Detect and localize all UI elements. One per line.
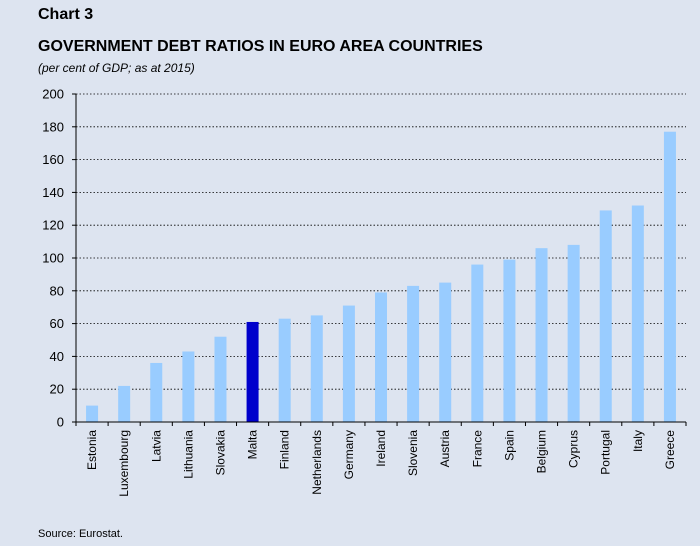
category-label: Netherlands	[310, 430, 324, 495]
y-tick-label: 0	[57, 415, 64, 430]
bar-finland	[278, 318, 291, 422]
category-label: Portugal	[599, 430, 613, 475]
chart-subtitle: (per cent of GDP; as at 2015)	[38, 61, 195, 75]
y-tick-label: 160	[42, 152, 64, 167]
y-tick-label: 60	[50, 316, 64, 331]
y-tick-label: 80	[50, 283, 64, 298]
category-label: Lithuania	[181, 430, 195, 479]
category-label: Slovakia	[213, 430, 227, 476]
bar-ireland	[375, 292, 387, 422]
bar-germany	[342, 305, 355, 422]
category-label: Estonia	[85, 430, 99, 470]
source-note: Source: Eurostat.	[38, 528, 123, 540]
category-label: Luxembourg	[117, 430, 131, 497]
bar-belgium	[535, 248, 548, 422]
chart-number: Chart 3	[38, 6, 94, 23]
y-tick-labels: 0 20 40 60 80 100 120 140 160 180 200	[42, 87, 64, 430]
category-label: Belgium	[535, 430, 549, 473]
axes	[72, 93, 687, 426]
category-label: Ireland	[374, 430, 388, 467]
y-tick-label: 200	[42, 87, 64, 102]
category-label: Slovenia	[406, 430, 420, 476]
bar-slovenia	[407, 285, 420, 422]
bar-malta	[246, 321, 259, 422]
category-label: Latvia	[149, 430, 163, 462]
category-label: France	[470, 430, 484, 468]
category-label: Italy	[631, 430, 645, 452]
bar-greece	[663, 131, 676, 422]
bar-portugal	[599, 210, 612, 422]
y-tick-label: 20	[50, 382, 64, 397]
bar-lithuania	[182, 351, 195, 422]
bar-cyprus	[567, 244, 580, 422]
category-label: Cyprus	[567, 430, 581, 468]
bar-estonia	[86, 405, 99, 422]
category-labels: Estonia Luxembourg Latvia Lithuania Slovakia…	[85, 430, 677, 497]
bar-luxembourg	[118, 385, 131, 422]
category-label: Malta	[246, 430, 260, 460]
bar-spain	[503, 259, 516, 422]
category-label: Austria	[438, 430, 452, 468]
y-tick-label: 40	[50, 349, 64, 364]
bar-austria	[439, 282, 452, 422]
bar-latvia	[150, 362, 163, 422]
category-label: Spain	[502, 430, 516, 461]
y-tick-label: 180	[42, 119, 64, 134]
bar-france	[471, 264, 484, 422]
bar-slovakia	[214, 336, 227, 422]
y-tick-label: 140	[42, 185, 64, 200]
category-label: Finland	[278, 430, 292, 469]
chart-title: GOVERNMENT DEBT RATIOS IN EURO AREA COUN…	[38, 38, 483, 55]
category-label: Germany	[342, 430, 356, 479]
y-tick-label: 100	[42, 251, 64, 266]
y-tick-label: 120	[42, 218, 64, 233]
bar-netherlands	[310, 315, 323, 422]
bars	[86, 131, 676, 422]
category-label: Greece	[663, 430, 677, 470]
bar-italy	[631, 205, 644, 422]
